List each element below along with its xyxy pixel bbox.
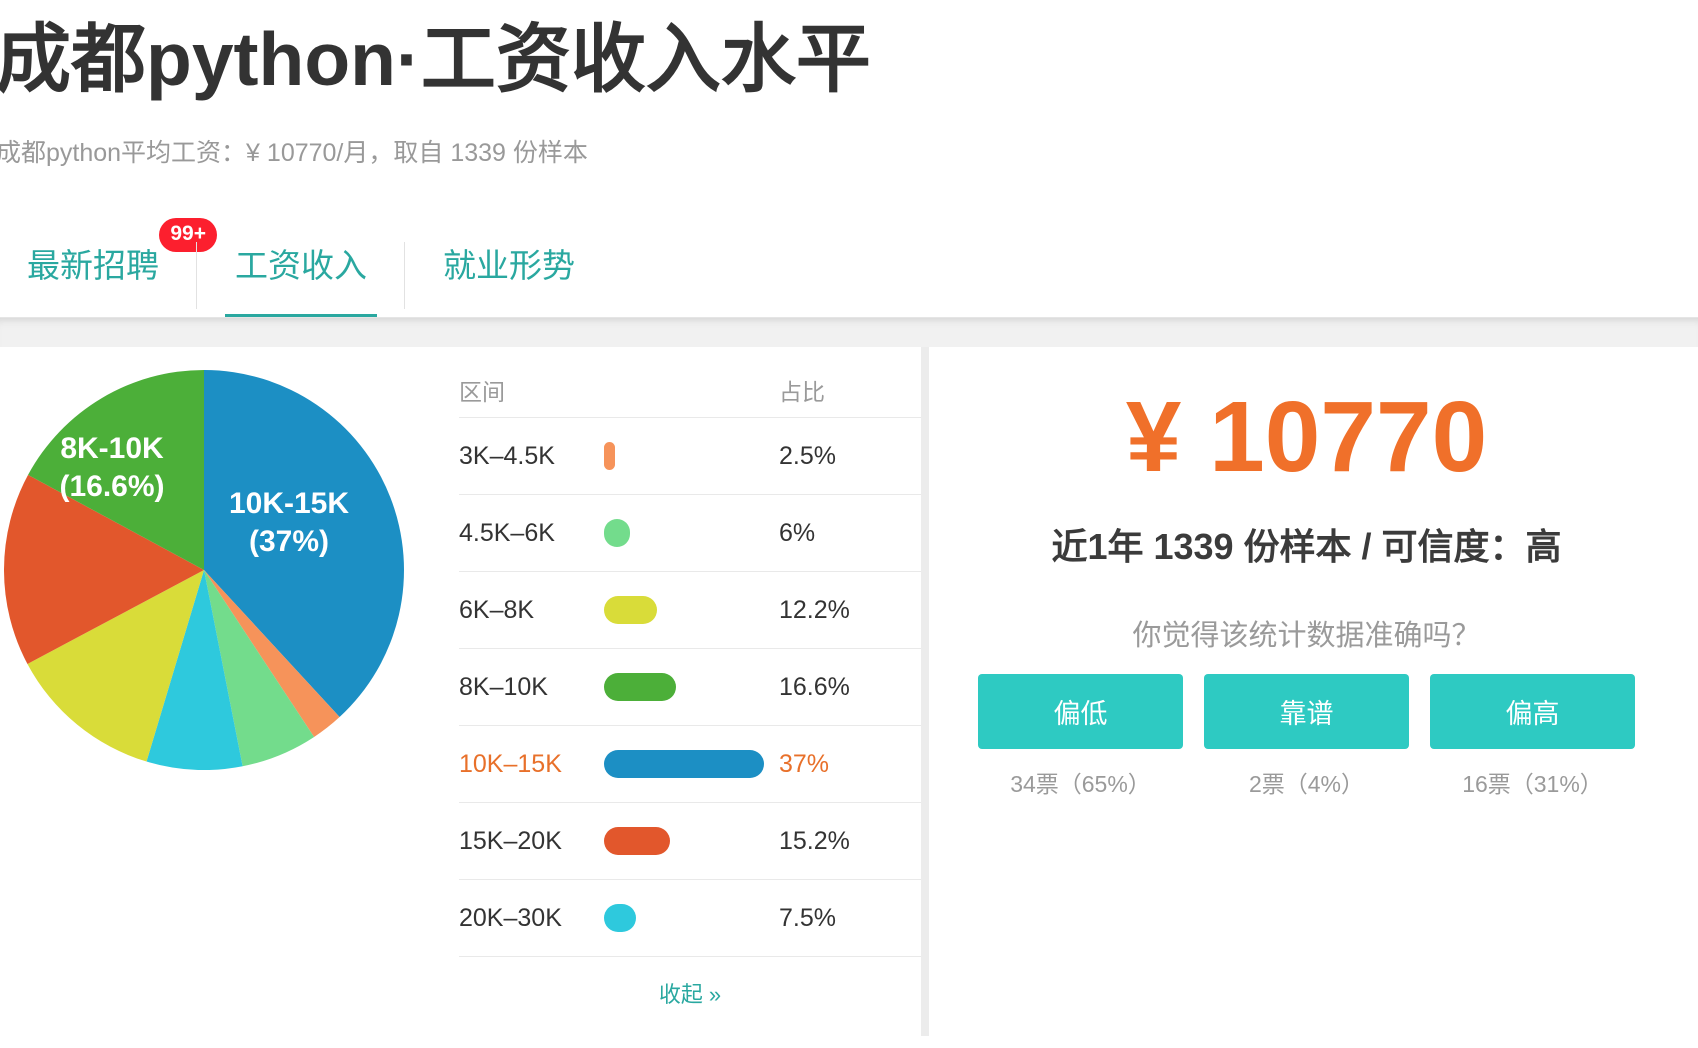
svg-text:(37%): (37%) <box>249 525 329 558</box>
svg-text:8K-10K: 8K-10K <box>60 432 164 465</box>
svg-text:10K-15K: 10K-15K <box>229 487 349 520</box>
svg-text:(16.6%): (16.6%) <box>59 470 164 503</box>
